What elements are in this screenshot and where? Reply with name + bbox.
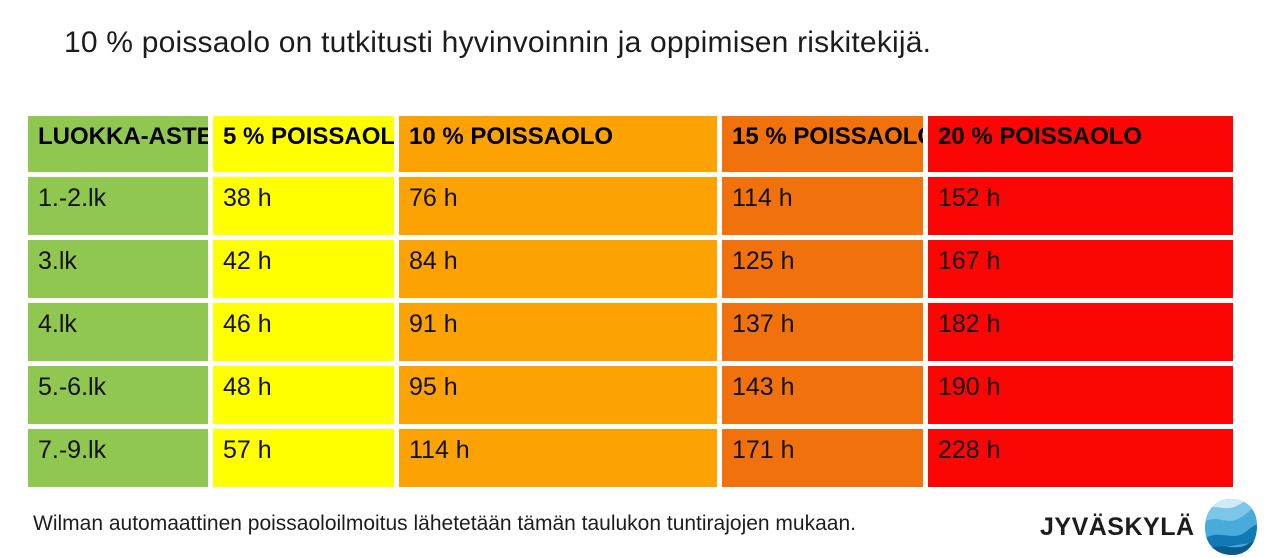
hours-cell: 48 h [208,361,399,429]
jyvaskyla-logo-text: JYVÄSKYLÄ [1040,512,1195,541]
hours-cell: 125 h [717,235,928,303]
hours-cell: 228 h [923,424,1238,492]
column-header-20-poissaolo: 20 % POISSAOLO [923,111,1238,177]
table-row: 7.-9.lk 57 h 114 h 171 h 228 h [23,424,1238,492]
hours-cell: 76 h [394,172,722,240]
hours-cell: 182 h [923,298,1238,366]
hours-cell: 38 h [208,172,399,240]
jyvaskyla-logo: JYVÄSKYLÄ [1040,498,1258,556]
absence-table: LUOKKA-ASTE 5 % POISSAOLO 10 % POISSAOLO… [23,111,1238,492]
hours-cell: 114 h [394,424,722,492]
column-header-5-poissaolo: 5 % POISSAOLO [208,111,399,177]
hours-cell: 167 h [923,235,1238,303]
hours-cell: 190 h [923,361,1238,429]
hours-cell: 46 h [208,298,399,366]
header-row: LUOKKA-ASTE 5 % POISSAOLO 10 % POISSAOLO… [23,111,1238,177]
hours-cell: 57 h [208,424,399,492]
footer-note: Wilman automaattinen poissaoloilmoitus l… [33,512,856,535]
column-header-luokka-aste: LUOKKA-ASTE [23,111,213,177]
table-row: 1.-2.lk 38 h 76 h 114 h 152 h [23,172,1238,240]
table-row: 5.-6.lk 48 h 95 h 143 h 190 h [23,361,1238,429]
hours-cell: 114 h [717,172,928,240]
hours-cell: 143 h [717,361,928,429]
page-title: 10 % poissaolo on tutkitusti hyvinvoinni… [64,26,932,59]
column-header-10-poissaolo: 10 % POISSAOLO [394,111,722,177]
table-row: 3.lk 42 h 84 h 125 h 167 h [23,235,1238,303]
absence-table-container: LUOKKA-ASTE 5 % POISSAOLO 10 % POISSAOLO… [23,111,1238,492]
hours-cell: 137 h [717,298,928,366]
hours-cell: 42 h [208,235,399,303]
table-row: 4.lk 46 h 91 h 137 h 182 h [23,298,1238,366]
column-header-15-poissaolo: 15 % POISSAOLO [717,111,928,177]
jyvaskyla-sphere-icon [1204,498,1258,556]
hours-cell: 84 h [394,235,722,303]
grade-cell: 4.lk [23,298,213,366]
hours-cell: 171 h [717,424,928,492]
grade-cell: 3.lk [23,235,213,303]
hours-cell: 152 h [923,172,1238,240]
grade-cell: 7.-9.lk [23,424,213,492]
hours-cell: 91 h [394,298,722,366]
grade-cell: 5.-6.lk [23,361,213,429]
grade-cell: 1.-2.lk [23,172,213,240]
hours-cell: 95 h [394,361,722,429]
